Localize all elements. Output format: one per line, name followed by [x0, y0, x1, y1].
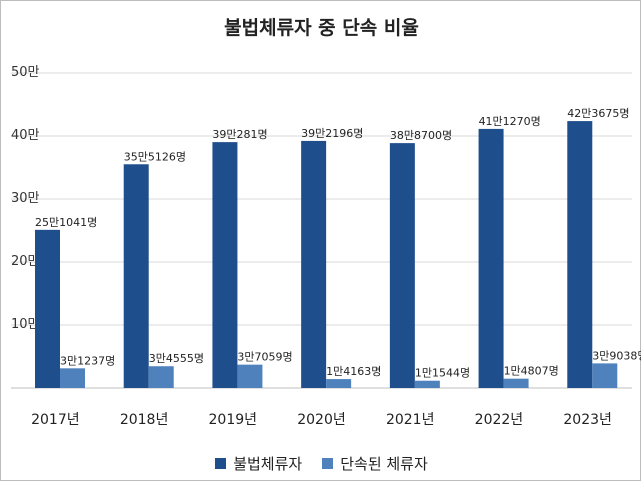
x-tick-label-3: 2020년: [297, 412, 346, 428]
x-tick-label-5: 2022년: [475, 412, 524, 428]
y-tick-label-3: 40만: [11, 128, 40, 143]
bar-0-1: [123, 164, 149, 388]
bar-1-5: [503, 378, 529, 388]
bar-1-6: [592, 363, 618, 388]
legend-item-series-0: 불법체류자: [215, 453, 302, 474]
data-label-1-6: 3만9038명: [592, 349, 641, 362]
data-label-1-0: 3만1237명: [60, 354, 115, 367]
data-label-1-3: 1만4163명: [326, 365, 381, 378]
legend-item-series-1: 단속된 체류자: [322, 453, 428, 474]
legend-swatch-series-0: [215, 458, 227, 469]
bar-0-3: [301, 140, 327, 388]
data-label-0-2: 39만281명: [212, 128, 267, 141]
bar-1-4: [414, 380, 440, 388]
data-label-0-3: 39만2196명: [301, 127, 363, 140]
legend: 불법체류자 단속된 체류자: [1, 453, 641, 474]
bar-1-1: [148, 366, 174, 388]
data-label-0-6: 42만3675명: [567, 107, 629, 120]
y-tick-label-4: 50만: [11, 65, 40, 80]
data-label-1-5: 1만4807명: [504, 365, 559, 378]
bar-0-6: [567, 121, 593, 388]
y-tick-label-0: 10만: [11, 317, 40, 332]
bar-0-4: [389, 143, 415, 388]
x-tick-label-1: 2018년: [120, 412, 169, 428]
data-label-0-5: 41만1270명: [479, 115, 541, 128]
bar-0-0: [35, 229, 60, 388]
x-tick-label-4: 2021년: [386, 412, 435, 428]
data-label-0-0: 25만1041명: [35, 216, 97, 229]
x-tick-label-0: 2017년: [31, 412, 80, 428]
bar-1-2: [237, 364, 263, 388]
bar-1-0: [60, 368, 85, 388]
data-label-1-4: 1만1544명: [415, 367, 470, 380]
x-tick-label-6: 2023년: [563, 412, 612, 428]
data-label-0-4: 38만8700명: [390, 129, 452, 142]
bar-0-5: [478, 128, 504, 388]
bar-1-3: [326, 379, 352, 388]
bar-0-2: [212, 142, 238, 388]
data-label-0-1: 35만5126명: [124, 150, 186, 163]
chart-title: 불법체류자 중 단속 비율: [224, 17, 419, 39]
y-tick-label-2: 30만: [11, 191, 40, 206]
data-label-1-2: 3만7059명: [237, 351, 292, 364]
legend-swatch-series-1: [322, 458, 334, 469]
legend-label-series-1: 단속된 체류자: [340, 455, 428, 473]
y-tick-label-1: 20만: [11, 254, 40, 269]
data-label-1-1: 3만4555명: [149, 352, 204, 365]
x-tick-label-2: 2019년: [209, 412, 258, 428]
legend-label-series-0: 불법체류자: [233, 455, 303, 473]
